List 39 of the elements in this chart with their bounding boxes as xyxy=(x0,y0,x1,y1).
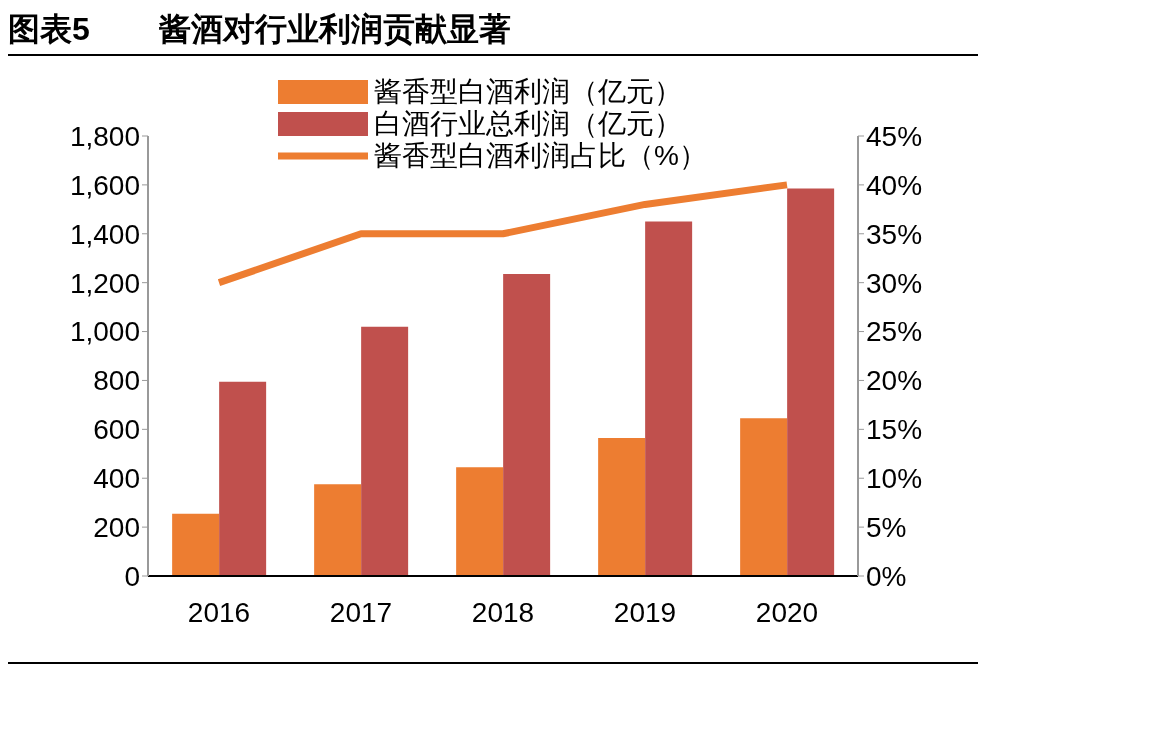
bar xyxy=(598,437,646,576)
bar xyxy=(645,221,693,576)
legend-label: 酱香型白酒利润（亿元） xyxy=(374,76,682,108)
y2-tick-label: 40% xyxy=(866,169,923,201)
x-tick-label: 2017 xyxy=(329,596,393,628)
bar xyxy=(361,326,409,576)
bar xyxy=(740,418,788,576)
y-tick-label: 1,000 xyxy=(69,316,140,348)
y-tick-label: 0 xyxy=(124,560,140,592)
y-tick-label: 600 xyxy=(93,414,140,446)
y2-tick-label: 20% xyxy=(866,365,923,397)
y-tick-label: 1,800 xyxy=(69,120,140,152)
legend-label: 白酒行业总利润（亿元） xyxy=(374,108,682,140)
y2-tick-label: 0% xyxy=(866,560,907,592)
x-tick-label: 2016 xyxy=(187,596,251,628)
y-tick-label: 400 xyxy=(93,463,140,495)
bar xyxy=(787,188,835,576)
y-tick-label: 200 xyxy=(93,512,140,544)
y2-tick-label: 35% xyxy=(866,218,923,250)
y2-tick-label: 10% xyxy=(866,463,923,495)
x-tick-label: 2020 xyxy=(755,596,819,628)
y2-tick-label: 45% xyxy=(866,120,923,152)
legend-label: 酱香型白酒利润占比（%） xyxy=(374,140,707,172)
y2-tick-label: 15% xyxy=(866,414,923,446)
bar xyxy=(503,274,551,576)
y-tick-label: 1,400 xyxy=(69,218,140,250)
x-tick-label: 2019 xyxy=(613,596,677,628)
y-tick-label: 1,200 xyxy=(69,267,140,299)
y2-tick-label: 25% xyxy=(866,316,923,348)
bar xyxy=(456,467,504,576)
y-tick-label: 1,600 xyxy=(69,169,140,201)
chart-title: 图表5 酱酒对行业利润贡献显著 xyxy=(8,8,978,56)
bar xyxy=(172,513,220,576)
y2-tick-label: 30% xyxy=(866,267,923,299)
y2-tick-label: 5% xyxy=(866,512,907,544)
y-tick-label: 800 xyxy=(93,365,140,397)
bar xyxy=(219,381,267,576)
x-tick-label: 2018 xyxy=(471,596,535,628)
bar xyxy=(314,484,362,576)
